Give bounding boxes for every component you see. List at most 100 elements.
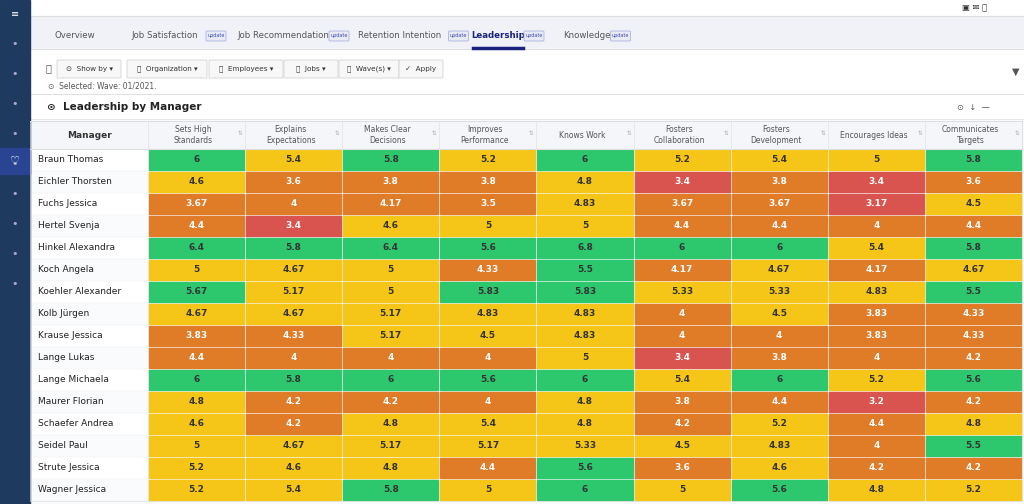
Bar	[30, 391, 1022, 413]
Text: 5.5: 5.5	[966, 442, 981, 451]
Text: 4.6: 4.6	[188, 419, 205, 428]
Text: 3.8: 3.8	[383, 177, 398, 186]
Text: 6: 6	[582, 375, 588, 385]
Bar	[440, 458, 536, 478]
Text: Schaefer Andrea: Schaefer Andrea	[38, 419, 114, 428]
Bar	[538, 326, 633, 346]
Bar	[828, 194, 924, 214]
Bar	[246, 436, 341, 456]
Bar	[635, 172, 730, 192]
Text: •: •	[11, 249, 18, 259]
Text: ⇅: ⇅	[820, 131, 825, 136]
Text: 5.4: 5.4	[868, 243, 885, 253]
Bar	[30, 193, 1022, 215]
Text: 5.17: 5.17	[380, 309, 401, 319]
Bar	[30, 16, 1024, 49]
Text: Krause Jessica: Krause Jessica	[38, 332, 102, 341]
Bar	[440, 370, 536, 390]
Text: 👤  Employees ▾: 👤 Employees ▾	[219, 66, 273, 72]
Text: 4.83: 4.83	[768, 442, 791, 451]
Text: 5.8: 5.8	[966, 156, 981, 164]
FancyBboxPatch shape	[610, 31, 631, 41]
Text: 4.8: 4.8	[577, 419, 593, 428]
FancyBboxPatch shape	[449, 31, 469, 41]
Text: Hertel Svenja: Hertel Svenja	[38, 221, 99, 230]
Text: 5.6: 5.6	[480, 243, 496, 253]
Text: 5: 5	[873, 156, 880, 164]
Text: 4.8: 4.8	[966, 419, 981, 428]
Text: 5.67: 5.67	[185, 287, 208, 296]
Bar	[150, 326, 244, 346]
Bar	[343, 216, 438, 236]
Text: 4.8: 4.8	[577, 177, 593, 186]
Bar	[538, 150, 633, 170]
Bar	[732, 238, 826, 258]
Text: 4.4: 4.4	[771, 221, 787, 230]
Text: 4.4: 4.4	[771, 398, 787, 407]
Bar	[440, 480, 536, 500]
FancyBboxPatch shape	[57, 60, 121, 78]
Text: 4.17: 4.17	[865, 266, 888, 275]
Text: •: •	[11, 39, 18, 49]
Text: 3.8: 3.8	[674, 398, 690, 407]
Text: •: •	[11, 189, 18, 199]
Bar	[150, 260, 244, 280]
Bar	[828, 150, 924, 170]
Bar	[150, 216, 244, 236]
Text: 5.8: 5.8	[966, 243, 981, 253]
Text: 4.2: 4.2	[966, 353, 981, 362]
Bar	[440, 392, 536, 412]
Bar	[440, 216, 536, 236]
Text: 4.4: 4.4	[480, 464, 496, 473]
Bar	[150, 458, 244, 478]
Bar	[732, 172, 826, 192]
Text: 4.83: 4.83	[573, 200, 596, 209]
Bar	[828, 172, 924, 192]
Bar	[828, 480, 924, 500]
Text: Sets High
Standards: Sets High Standards	[174, 125, 213, 145]
Text: 4.83: 4.83	[573, 332, 596, 341]
Bar	[343, 458, 438, 478]
Text: 5.33: 5.33	[671, 287, 693, 296]
Text: 4.2: 4.2	[286, 398, 302, 407]
Text: ⊙  Leadership by Manager: ⊙ Leadership by Manager	[47, 102, 202, 112]
Text: 5.17: 5.17	[283, 287, 305, 296]
FancyBboxPatch shape	[524, 31, 544, 41]
Text: ⊙  Selected: Wave: 01/2021.: ⊙ Selected: Wave: 01/2021.	[48, 82, 157, 91]
Text: 4: 4	[873, 353, 880, 362]
Bar	[150, 370, 244, 390]
Text: 6.4: 6.4	[188, 243, 205, 253]
Bar	[150, 282, 244, 302]
Text: 4: 4	[291, 200, 297, 209]
Bar	[246, 370, 341, 390]
Text: 4.2: 4.2	[286, 419, 302, 428]
Text: 4.67: 4.67	[963, 266, 985, 275]
Text: 4.33: 4.33	[963, 332, 984, 341]
Text: Fuchs Jessica: Fuchs Jessica	[38, 200, 97, 209]
Bar	[440, 304, 536, 324]
Text: •: •	[11, 219, 18, 229]
Bar	[440, 194, 536, 214]
Text: 4.33: 4.33	[283, 332, 305, 341]
Text: 4.83: 4.83	[865, 287, 888, 296]
Bar	[343, 150, 438, 170]
Bar	[30, 281, 1022, 303]
Text: ⇅: ⇅	[1015, 131, 1019, 136]
Text: 3.83: 3.83	[185, 332, 208, 341]
Bar	[828, 458, 924, 478]
Bar	[926, 238, 1021, 258]
Text: 3.6: 3.6	[966, 177, 981, 186]
Text: 6: 6	[679, 243, 685, 253]
Text: Fosters
Development: Fosters Development	[751, 125, 802, 145]
Bar	[635, 370, 730, 390]
Text: 3.83: 3.83	[865, 309, 888, 319]
Text: ⇅: ⇅	[432, 131, 436, 136]
Text: Job Recommendation: Job Recommendation	[238, 31, 329, 39]
Text: 5.4: 5.4	[480, 419, 496, 428]
Text: Overview: Overview	[54, 31, 95, 39]
Text: 4.4: 4.4	[188, 221, 205, 230]
Bar	[343, 436, 438, 456]
Text: Fosters
Collaboration: Fosters Collaboration	[653, 125, 705, 145]
Bar	[440, 150, 536, 170]
Bar	[440, 348, 536, 368]
